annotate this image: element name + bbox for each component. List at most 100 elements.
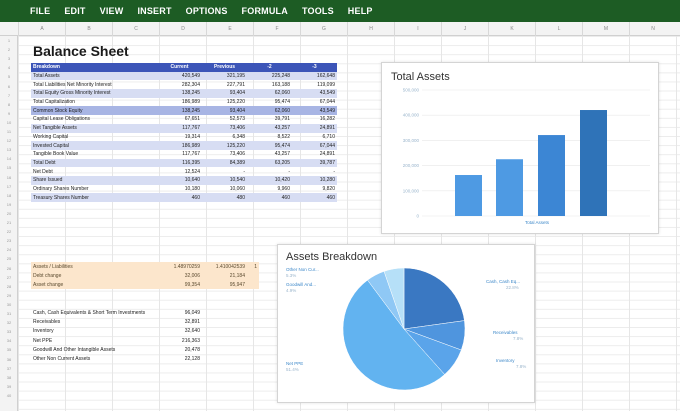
table-cell[interactable]: 16,282 — [319, 116, 335, 123]
table-cell[interactable]: Ordinary Shares Number — [33, 185, 89, 192]
table-cell[interactable]: 12,524 — [184, 168, 200, 175]
row-number[interactable]: 8 — [7, 101, 11, 107]
menu-help[interactable]: HELP — [347, 6, 373, 16]
row-number[interactable]: 25 — [6, 256, 12, 262]
table-cell[interactable]: 9,960 — [277, 185, 290, 192]
menu-insert[interactable]: INSERT — [137, 6, 172, 16]
table-cell[interactable]: Net Debt — [33, 168, 53, 175]
table-cell[interactable]: Total Debt — [31, 158, 157, 168]
table-cell[interactable]: 225,248 — [247, 71, 292, 81]
table-cell[interactable]: 22,128 — [184, 356, 200, 363]
table-cell[interactable]: Net PPE — [33, 337, 53, 344]
row-number[interactable]: 26 — [6, 265, 12, 271]
table-cell[interactable]: Share Issued — [31, 175, 157, 185]
row-number[interactable]: 9 — [7, 110, 11, 116]
table-cell[interactable]: 138,245 — [157, 106, 202, 116]
table-cell[interactable]: Asset change — [31, 280, 157, 289]
table-cell[interactable]: 24,891 — [292, 123, 337, 133]
row-number[interactable]: 3 — [7, 56, 11, 62]
column-header-h[interactable]: H — [347, 22, 394, 36]
table-cell[interactable]: 39,791 — [274, 116, 290, 123]
menu-view[interactable]: VIEW — [99, 6, 124, 16]
column-header-b[interactable]: B — [65, 22, 112, 36]
menu-formula[interactable]: FORMULA — [241, 6, 288, 16]
menu-file[interactable]: FILE — [30, 6, 51, 16]
table-cell[interactable]: Inventory — [33, 328, 54, 335]
row-number[interactable]: 10 — [6, 119, 12, 125]
table-cell[interactable]: - — [288, 168, 290, 175]
table-cell[interactable]: 227,791 — [226, 81, 245, 88]
table-cell[interactable]: 9,820 — [322, 185, 335, 192]
row-number[interactable]: 32 — [6, 320, 12, 326]
row-number[interactable]: 29 — [6, 292, 12, 298]
table-cell[interactable]: 32,006 — [157, 271, 202, 280]
table-cell[interactable]: 163,188 — [271, 81, 290, 88]
column-header-f[interactable]: F — [253, 22, 300, 36]
table-cell[interactable]: Assets / Liabilities — [31, 262, 157, 271]
row-number[interactable]: 34 — [6, 338, 12, 344]
table-cell[interactable]: 67,044 — [319, 99, 335, 106]
table-cell[interactable]: 95,474 — [274, 99, 290, 106]
table-cell[interactable]: - — [333, 168, 335, 175]
row-number[interactable]: 5 — [7, 74, 11, 80]
menu-options[interactable]: OPTIONS — [185, 6, 228, 16]
table-cell[interactable]: Debt change — [31, 271, 157, 280]
table-cell[interactable]: 460 — [247, 193, 292, 202]
row-number[interactable]: 37 — [6, 365, 12, 371]
table-header-cell[interactable]: -3 — [292, 63, 337, 72]
table-cell[interactable]: 116,395 — [157, 158, 202, 168]
table-cell[interactable]: 62,060 — [247, 89, 292, 98]
row-number[interactable]: 20 — [6, 210, 12, 216]
table-cell[interactable]: 24,891 — [319, 151, 335, 158]
table-cell[interactable]: 1.48970259 — [157, 262, 202, 271]
table-cell[interactable]: 10,640 — [157, 175, 202, 185]
table-cell[interactable]: Goodwill And Other Intangible Assets — [33, 346, 116, 353]
table-cell[interactable]: 216,363 — [181, 337, 200, 344]
table-cell[interactable]: 95,947 — [202, 280, 247, 289]
row-number[interactable]: 24 — [6, 247, 12, 253]
row-number[interactable]: 36 — [6, 356, 12, 362]
table-cell[interactable]: 117,767 — [157, 123, 202, 133]
row-number[interactable]: 22 — [6, 229, 12, 235]
table-cell[interactable] — [247, 271, 259, 280]
table-cell[interactable]: 67,044 — [292, 141, 337, 150]
row-number[interactable]: 38 — [6, 374, 12, 380]
table-cell[interactable]: - — [243, 168, 245, 175]
table-cell[interactable]: Total Liabilities Net Minority Interest — [33, 81, 112, 88]
table-cell[interactable]: Invested Capital — [31, 141, 157, 150]
table-cell[interactable]: 67,651 — [184, 116, 200, 123]
table-cell[interactable]: 19,314 — [184, 133, 200, 140]
table-cell[interactable]: Treasury Shares Number — [31, 193, 157, 202]
table-cell[interactable]: Total Assets — [31, 71, 157, 81]
row-number[interactable]: 31 — [6, 311, 12, 316]
table-header-cell[interactable]: Previous — [202, 63, 247, 72]
table-cell[interactable]: 117,767 — [182, 151, 200, 158]
table-cell[interactable]: Receivables — [33, 318, 61, 325]
table-cell[interactable]: Capital Lease Obligations — [33, 116, 90, 123]
table-cell[interactable]: Working Capital — [33, 133, 69, 140]
row-number[interactable]: 19 — [6, 201, 12, 207]
assets-breakdown-chart[interactable]: Assets Breakdown Other Non Cur... 5.3% Goo… — [277, 244, 535, 403]
column-header-i[interactable]: I — [394, 22, 441, 36]
table-cell[interactable]: 43,257 — [274, 151, 290, 158]
row-number[interactable]: 40 — [6, 392, 12, 398]
table-cell[interactable]: Total Equity Gross Minority Interest — [31, 89, 157, 98]
table-cell[interactable]: 125,220 — [226, 99, 245, 106]
column-header-a[interactable]: A — [18, 22, 65, 36]
table-cell[interactable]: 6,710 — [322, 133, 335, 140]
row-number[interactable]: 18 — [6, 192, 12, 198]
table-cell[interactable]: 420,549 — [157, 71, 202, 81]
table-cell[interactable] — [247, 280, 259, 289]
row-number[interactable]: 21 — [6, 220, 12, 225]
table-cell[interactable]: Net Tangible Assets — [31, 123, 157, 133]
column-header-e[interactable]: E — [206, 22, 253, 36]
row-number[interactable]: 1 — [7, 38, 11, 43]
table-cell[interactable]: 63,205 — [247, 158, 292, 168]
table-cell[interactable]: 6,348 — [232, 133, 245, 140]
table-cell[interactable]: Other Non Current Assets — [33, 356, 91, 363]
column-header-g[interactable]: G — [300, 22, 347, 36]
column-header-n[interactable]: N — [629, 22, 676, 36]
table-cell[interactable]: 21,184 — [202, 271, 247, 280]
column-header-j[interactable]: J — [441, 22, 488, 36]
table-cell[interactable]: 480 — [202, 193, 247, 202]
